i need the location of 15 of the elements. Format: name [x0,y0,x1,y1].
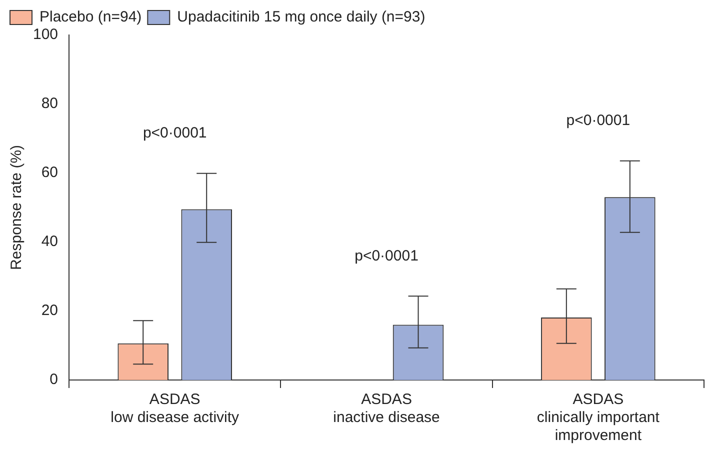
y-tick-label: 80 [41,95,58,112]
y-tick-label: 60 [41,164,58,182]
x-tick-label: ASDAS low disease activity [110,391,240,426]
y-tick-label: 0 [50,371,58,388]
y-tick-label: 20 [41,302,58,320]
x-tick-label: ASDAS inactive disease [333,391,440,426]
y-axis-title: Response rate (%) [8,144,26,270]
legend-label: Placebo (n=94) [40,8,142,26]
y-tick-label: 100 [32,26,58,44]
legend-label: Upadacitinib 15 mg once daily (n=93) [177,8,426,26]
x-tick-label: ASDAS clinically important improvement [536,391,660,444]
annotation: p<0·0001 [354,247,418,264]
annotation: p<0·0001 [566,112,630,130]
y-tick-label: 40 [41,233,58,250]
annotation: p<0·0001 [142,124,207,142]
